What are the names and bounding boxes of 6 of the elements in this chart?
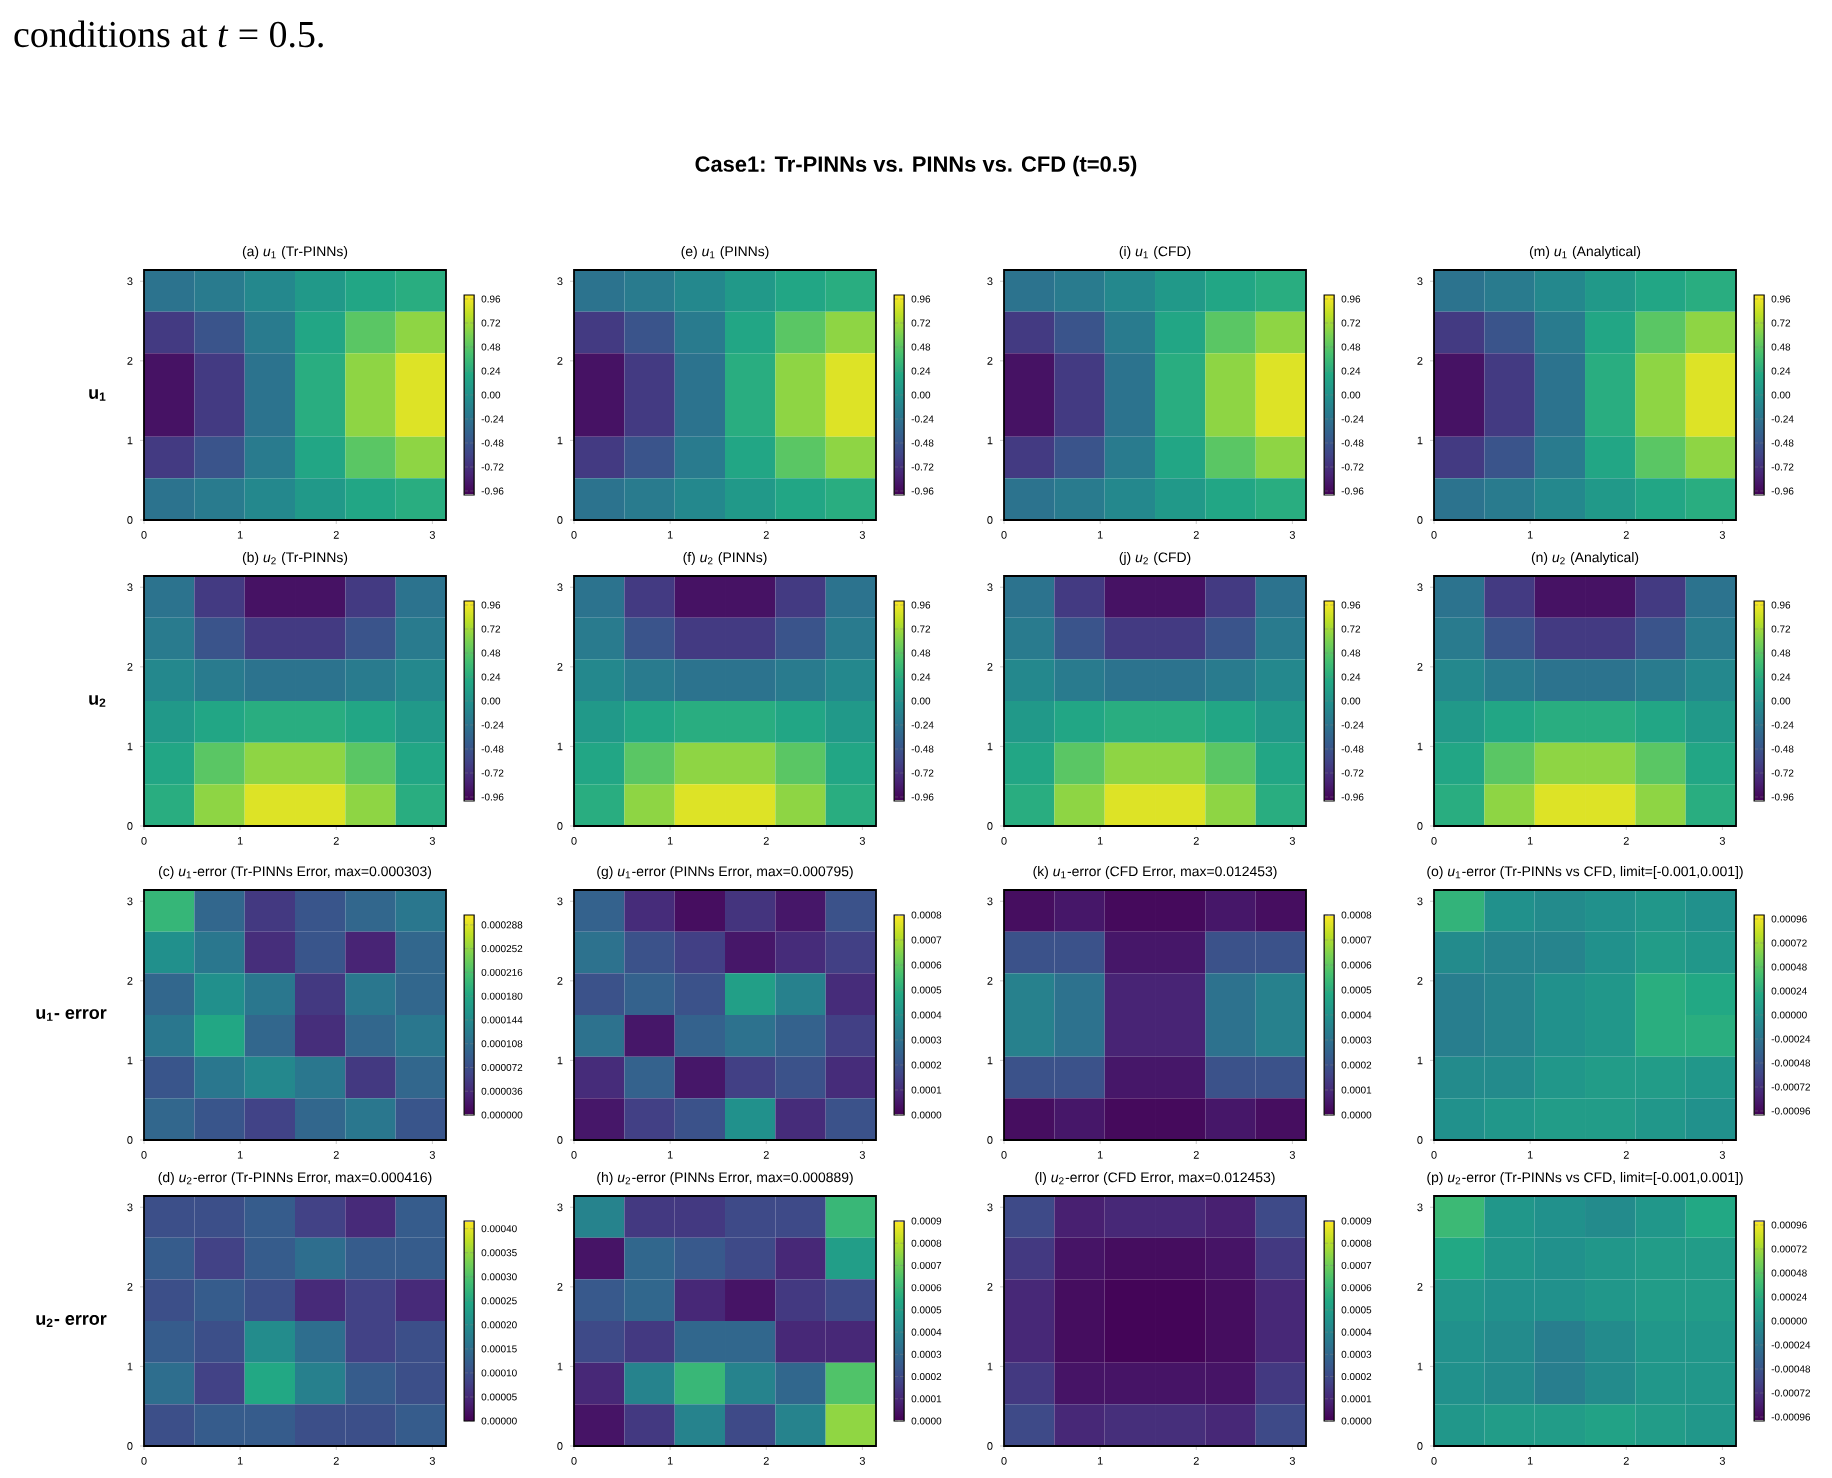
y-axis-title: u$_{2}$- error xyxy=(36,1315,107,1327)
text: conditions at t = 0.5. xyxy=(14,20,323,48)
y-axis-title: u$_{2}$ xyxy=(89,695,106,707)
text: Case1: Tr-PINNs vs. PINNs vs. CFD (t=0.5) xyxy=(695,155,1137,177)
y-axis-title: u$_{1}$- error xyxy=(36,1009,107,1021)
y-axis-title: u$_{1}$ xyxy=(89,389,106,401)
